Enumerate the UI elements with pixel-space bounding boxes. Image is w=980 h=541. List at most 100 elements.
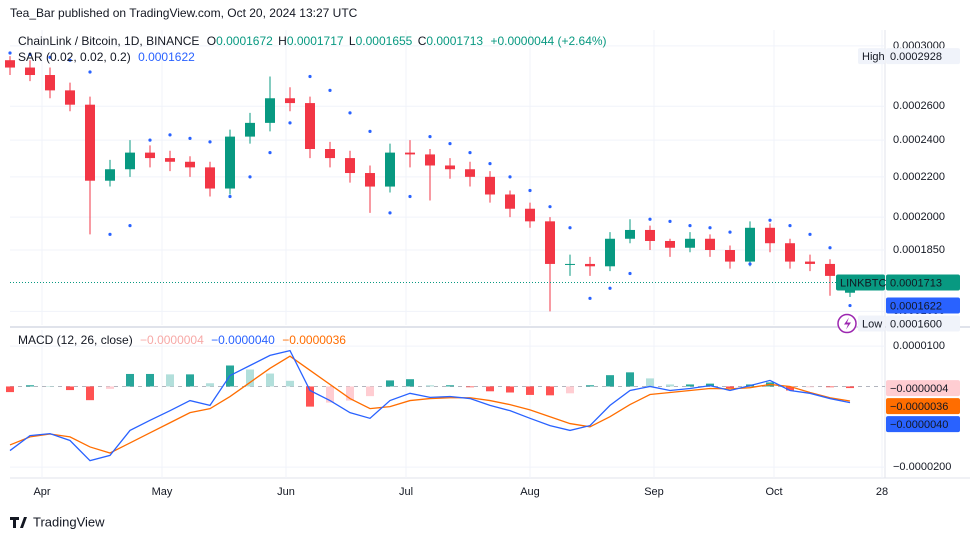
low-label: Low <box>862 318 882 330</box>
candle-body <box>425 154 435 166</box>
sar-dot <box>288 121 292 125</box>
y-tick-label: −0.0000200 <box>893 461 951 473</box>
candle-body <box>25 67 35 76</box>
histogram-bar <box>346 386 354 401</box>
y-tick-label: 0.0002000 <box>893 211 945 223</box>
histogram-bar <box>666 384 674 387</box>
signal-line <box>9 355 851 454</box>
sar-dot <box>628 271 632 276</box>
ohlc-value: 0.0001655 <box>356 34 413 48</box>
candle-body <box>605 238 615 267</box>
x-tick-label: Apr <box>33 486 50 498</box>
candle-body <box>785 243 795 262</box>
candle-body <box>45 75 55 91</box>
sar-dot <box>508 175 512 179</box>
sar-dot <box>748 262 752 266</box>
plot: 0.00030000.00026000.00024000.00022000.00… <box>5 30 960 498</box>
candle-body <box>645 229 655 241</box>
histogram-bar <box>266 373 274 387</box>
candle-body <box>185 161 195 168</box>
y-tick-label: 0.0000100 <box>893 340 945 352</box>
y-tick-label: 0.0001850 <box>893 244 945 256</box>
symbol-badge: LINKBTC <box>840 277 887 289</box>
histogram-bar <box>846 386 854 389</box>
macd-value: −0.0000040 <box>211 333 275 347</box>
sar-dot <box>668 219 672 223</box>
histogram-bar <box>546 386 554 396</box>
histogram-bar <box>646 378 654 387</box>
candle-body <box>305 103 315 149</box>
high-value-bg <box>886 48 960 65</box>
histogram-bar <box>686 384 694 387</box>
histogram-bar <box>606 375 614 387</box>
sar-name: SAR (0.02, 0.02, 0.2) <box>18 50 131 64</box>
signal-badge-bg <box>886 398 960 415</box>
sar-dot <box>48 55 52 59</box>
histogram-bar <box>566 386 574 394</box>
candle-body <box>705 238 715 251</box>
candle-body <box>685 238 695 248</box>
signal-value: −0.0000036 <box>282 333 346 347</box>
x-tick-label: Aug <box>520 486 540 498</box>
histogram-bar <box>386 380 394 387</box>
sar-dot <box>488 162 492 166</box>
candle-body <box>365 173 375 187</box>
histogram-bar <box>486 386 494 392</box>
sar-dot <box>448 142 452 146</box>
macd-badge-bg <box>886 416 960 433</box>
sar-dot <box>848 303 852 308</box>
footer-logo: TradingView <box>10 514 105 529</box>
sar-dot <box>308 74 312 79</box>
ohlc-letter: L <box>349 34 356 48</box>
candle-body <box>385 152 395 187</box>
sar-dot <box>808 232 812 236</box>
histogram-bar <box>186 374 194 387</box>
macd-legend: MACD (12, 26, close) −0.0000004 −0.00000… <box>18 333 346 347</box>
symbol-legend: ChainLink / Bitcoin, 1D, BINANCE O0.0001… <box>18 34 607 48</box>
histogram-bar <box>106 386 114 389</box>
candle-body <box>525 208 535 222</box>
histogram-bar <box>26 385 34 387</box>
sar-dot <box>88 70 92 74</box>
histogram-bar <box>86 386 94 401</box>
low-value-bg <box>886 315 960 332</box>
macd-line <box>9 349 851 462</box>
sar-dot <box>768 218 772 222</box>
sar-dot <box>728 230 732 234</box>
sar-dot <box>608 286 612 290</box>
histogram-bar <box>626 372 634 387</box>
sar-dot <box>268 151 272 155</box>
histogram-bar <box>166 374 174 387</box>
candle-body <box>5 60 15 68</box>
sar-dot <box>8 51 12 55</box>
sar-dot <box>388 211 392 215</box>
histogram-badge-bg <box>886 380 960 397</box>
histogram-bar <box>586 385 594 387</box>
histogram-bar <box>306 386 314 407</box>
sar-dot <box>528 188 532 193</box>
candle-body <box>625 229 635 239</box>
sar-dot <box>648 217 652 221</box>
candle-body <box>125 152 135 170</box>
candle-body <box>245 122 255 137</box>
sar-dot <box>228 194 232 199</box>
sar-dot <box>208 140 212 144</box>
symbol-badge-bg <box>836 274 885 291</box>
high-label-bg <box>858 48 885 65</box>
last-price: 0.0001713 <box>890 277 942 289</box>
macd-badge: −0.0000040 <box>890 419 948 431</box>
candle-body <box>105 169 115 181</box>
published-line: Tea_Bar published on TradingView.com, Oc… <box>10 6 358 20</box>
histogram-bar <box>726 386 734 389</box>
candle-body <box>265 98 275 123</box>
candle-body <box>345 158 355 174</box>
candle-body <box>405 152 415 155</box>
x-tick-label: Oct <box>765 486 782 498</box>
histogram-bar <box>786 386 794 391</box>
high-label: High <box>862 51 885 63</box>
sar-dot <box>248 175 252 179</box>
last-price-bg <box>886 274 960 291</box>
histogram-bar <box>826 386 834 388</box>
